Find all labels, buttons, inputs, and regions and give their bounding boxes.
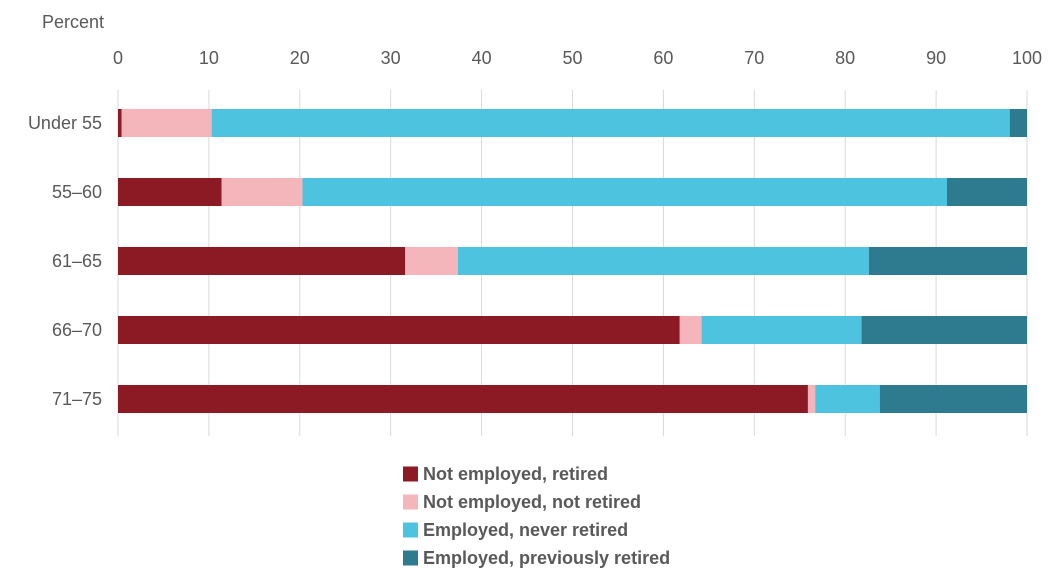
x-tick-label: 80 [835,48,855,68]
x-tick-label: 20 [290,48,310,68]
bar-segment [405,247,458,275]
bar-segment [1010,109,1027,137]
x-tick-label: 70 [744,48,764,68]
bar-segment [947,178,1027,206]
x-tick-labels: 0 10 20 30 40 50 60 70 80 90 100 [113,48,1042,68]
category-label: 71–75 [52,389,102,409]
bar-segment [118,385,808,413]
category-labels: Under 55 55–60 61–65 66–70 71–75 [28,113,102,409]
bar-segment [118,109,122,137]
category-label: 66–70 [52,320,102,340]
bar-segment [815,385,880,413]
x-tick-label: 40 [472,48,492,68]
x-tick-label: 30 [381,48,401,68]
category-label: 55–60 [52,182,102,202]
legend: Not employed, retired Not employed, not r… [403,464,670,568]
bar-segment [118,316,680,344]
x-tick-label: 90 [926,48,946,68]
category-label: 61–65 [52,251,102,271]
bar-segment [122,109,212,137]
bar-segment [880,385,1027,413]
bar-segment [702,316,862,344]
bar-segment [212,109,1010,137]
legend-label: Employed, previously retired [423,548,670,568]
legend-swatch [403,495,418,510]
legend-label: Not employed, retired [423,464,608,484]
x-axis-unit-label: Percent [42,12,104,32]
bar-segment [862,316,1027,344]
x-tick-label: 60 [653,48,673,68]
bar-segment [869,247,1027,275]
legend-swatch [403,467,418,482]
bar-segment [303,178,947,206]
legend-label: Not employed, not retired [423,492,641,512]
x-tick-label: 100 [1012,48,1042,68]
bar-segment [458,247,869,275]
bar-segment [118,247,405,275]
x-tick-label: 10 [199,48,219,68]
bar-segment [680,316,702,344]
legend-label: Employed, never retired [423,520,628,540]
bar-segment [118,178,222,206]
legend-swatch [403,551,418,566]
category-label: Under 55 [28,113,102,133]
bar-segment [808,385,815,413]
x-tick-label: 0 [113,48,123,68]
x-tick-label: 50 [562,48,582,68]
bar-segment [222,178,303,206]
legend-swatch [403,523,418,538]
